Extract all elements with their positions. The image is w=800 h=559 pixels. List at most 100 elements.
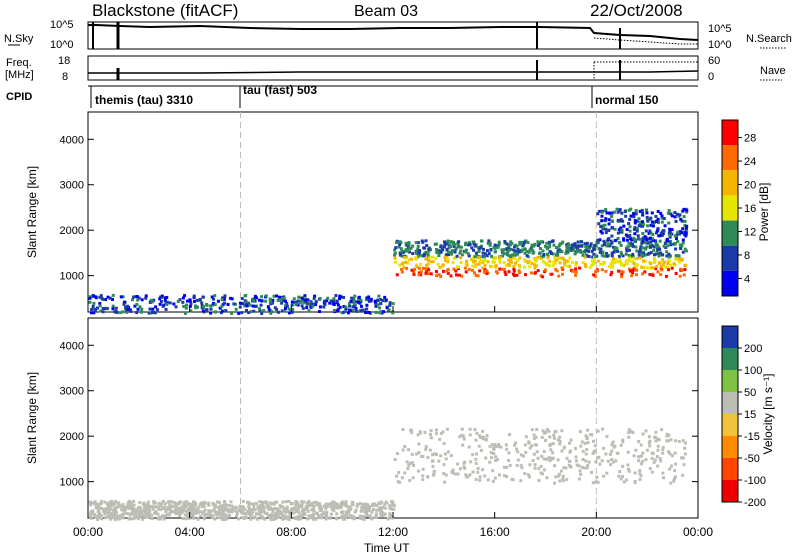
scatter-cell: [546, 254, 550, 258]
scatter-cell: [308, 503, 312, 507]
scatter-cell: [275, 307, 279, 311]
scatter-cell: [619, 243, 623, 247]
scatter-cell: [595, 475, 599, 479]
scatter-cell: [574, 273, 578, 277]
scatter-cell: [531, 459, 535, 463]
scatter-cell: [606, 242, 610, 246]
colorbar-tick-label: -50: [744, 453, 760, 465]
scatter-cell: [168, 301, 172, 305]
scatter-cell: [549, 251, 553, 255]
scatter-cell: [151, 507, 155, 511]
scatter-cell: [431, 255, 435, 259]
scatter-cell: [285, 517, 289, 521]
scatter-cell: [94, 295, 98, 299]
scatter-cell: [90, 308, 94, 312]
scatter-cell: [406, 261, 410, 265]
scatter-cell: [604, 227, 608, 231]
scatter-cell: [202, 517, 206, 521]
scatter-cell: [642, 259, 646, 263]
scatter-cell: [680, 456, 684, 460]
scatter-cell: [253, 294, 257, 298]
scatter-cell: [93, 500, 97, 504]
scatter-cell: [207, 501, 211, 505]
scatter-cell: [92, 294, 96, 298]
scatter-cell: [101, 310, 105, 314]
scatter-cell: [109, 508, 113, 512]
scatter-cell: [381, 299, 385, 303]
scatter-cell: [317, 502, 321, 506]
scatter-cell: [430, 459, 434, 463]
scatter-cell: [311, 304, 315, 308]
scatter-cell: [88, 296, 92, 300]
scatter-cell: [657, 254, 661, 258]
scatter-cell: [577, 464, 581, 468]
scatter-cell: [608, 244, 612, 248]
scatter-cell: [485, 271, 489, 275]
scatter-cell: [351, 308, 355, 312]
scatter-cell: [643, 235, 647, 239]
scatter-cell: [491, 469, 495, 473]
scatter-cell: [627, 241, 631, 245]
scatter-cell: [489, 451, 493, 455]
scatter-cell: [551, 239, 555, 243]
scatter-cell: [207, 509, 211, 513]
scatter-cell: [655, 250, 659, 254]
scatter-cell: [220, 298, 224, 302]
scatter-cell: [547, 456, 551, 460]
scatter-cell: [370, 517, 374, 521]
scatter-cell: [507, 451, 511, 455]
scatter-cell: [240, 297, 244, 301]
scatter-cell: [427, 268, 431, 272]
scatter-cell: [294, 500, 298, 504]
freq-line: [88, 70, 699, 74]
scatter-cell: [611, 460, 615, 464]
scatter-cell: [223, 501, 227, 505]
scatter-cell: [245, 308, 249, 312]
scatter-cell: [360, 509, 364, 513]
scatter-cell: [677, 254, 681, 258]
scatter-cell: [446, 239, 450, 243]
scatter-cell: [432, 473, 436, 477]
scatter-cell: [407, 242, 411, 246]
scatter-cell: [251, 304, 255, 308]
scatter-cell: [611, 257, 615, 261]
scatter-cell: [625, 238, 629, 242]
scatter-cell: [157, 507, 161, 511]
scatter-cell: [586, 254, 590, 258]
scatter-cell: [429, 248, 433, 252]
scatter-cell: [610, 241, 614, 245]
scatter-cell: [122, 302, 126, 306]
scatter-cell: [373, 502, 377, 506]
scatter-cell: [451, 468, 455, 472]
scatter-cell: [132, 517, 136, 521]
scatter-cell: [557, 257, 561, 261]
scatter-cell: [359, 502, 363, 506]
scatter-cell: [88, 295, 92, 299]
scatter-cell: [436, 262, 440, 266]
scatter-cell: [532, 244, 536, 248]
scatter-cell: [631, 271, 635, 275]
scatter-cell: [523, 471, 527, 475]
scatter-cell: [644, 458, 648, 462]
scatter-cell: [190, 505, 194, 509]
freq-tick-top: 18: [58, 55, 70, 67]
scatter-cell: [242, 512, 246, 516]
scatter-cell: [112, 511, 116, 515]
scatter-cell: [342, 304, 346, 308]
scatter-cell: [485, 254, 489, 258]
scatter-cell: [95, 517, 99, 521]
scatter-cell: [484, 438, 488, 442]
scatter-cell: [439, 244, 443, 248]
scatter-cell: [96, 514, 100, 518]
scatter-cell: [675, 212, 679, 216]
scatter-cell: [395, 273, 399, 277]
scatter-cell: [645, 238, 649, 242]
scatter-cell: [377, 294, 381, 298]
scatter-cell: [478, 269, 482, 273]
scatter-cell: [593, 243, 597, 247]
scatter-cell: [101, 507, 105, 511]
scatter-cell: [605, 244, 609, 248]
x-tick-label: 04:00: [175, 525, 205, 539]
scatter-cell: [600, 459, 604, 463]
